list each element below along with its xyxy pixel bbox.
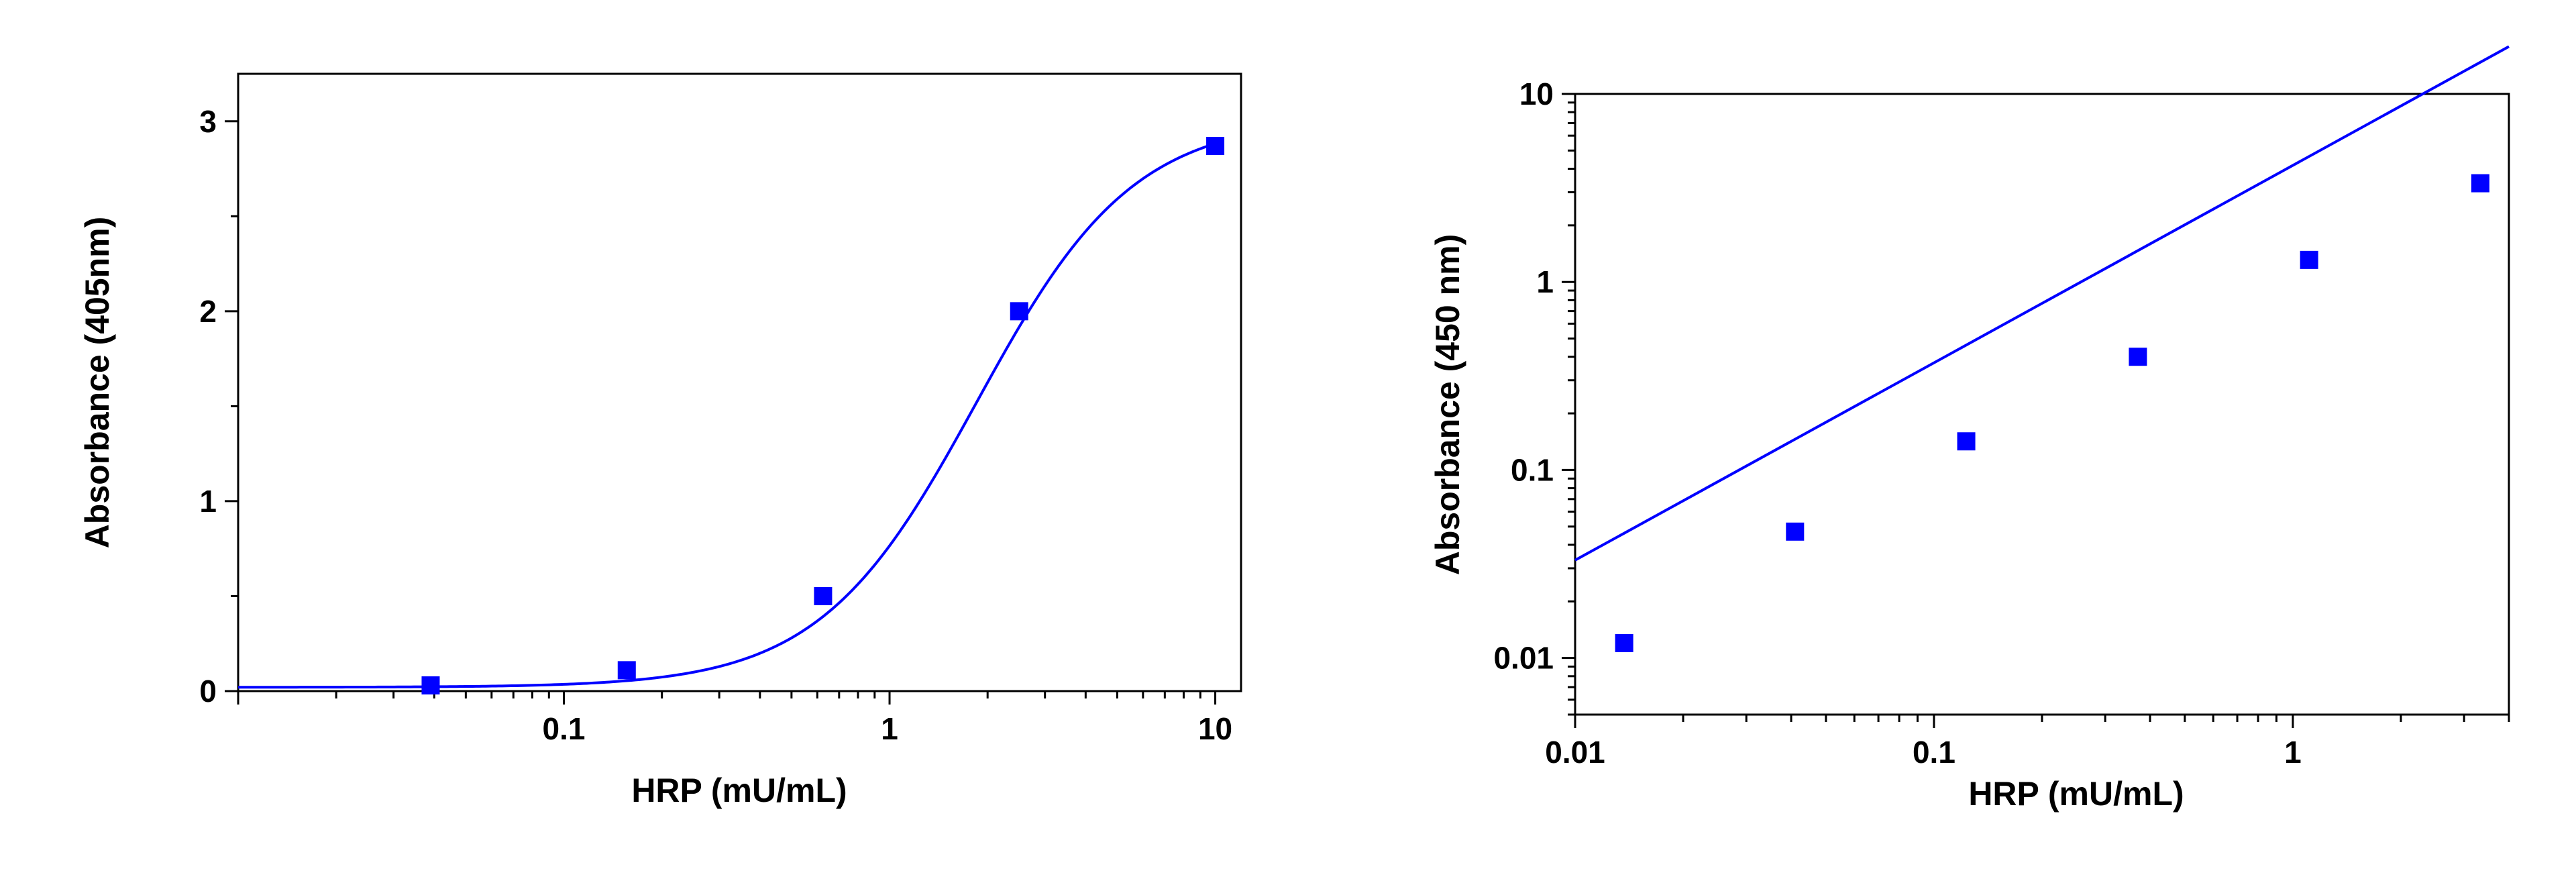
x-tick-label: 10 bbox=[1198, 711, 1232, 746]
data-points bbox=[421, 137, 1225, 695]
chart-left: 0 1 2 3 0.1 1 10 HRP (mU/mL) Absorbance (405n… bbox=[78, 72, 1242, 809]
y-axis: 0 1 2 3 bbox=[199, 104, 238, 709]
data-point bbox=[1010, 302, 1028, 321]
x-axis-title: HRP (mU/mL) bbox=[631, 772, 847, 809]
data-point bbox=[1786, 522, 1805, 541]
x-axis: 0.1 1 10 bbox=[237, 691, 1232, 746]
plot-frame bbox=[1574, 93, 2510, 716]
fit-curve bbox=[237, 142, 1216, 689]
y-axis: 0.01 0.1 1 10 bbox=[1493, 76, 1575, 716]
data-point bbox=[2300, 250, 2318, 269]
chart-right: 0.01 0.1 1 10 0.01 0.1 1 HRP (mU/mL) Absorban… bbox=[1429, 45, 2510, 813]
plot-frame bbox=[237, 72, 1242, 692]
x-axis-title: HRP (mU/mL) bbox=[1968, 775, 2184, 813]
y-tick-label: 0 bbox=[199, 674, 217, 709]
data-point bbox=[2471, 174, 2489, 193]
x-tick-label: 1 bbox=[2284, 735, 2302, 770]
y-tick-label: 0.01 bbox=[1493, 641, 1554, 676]
y-tick-label: 1 bbox=[199, 484, 217, 519]
data-points bbox=[1615, 174, 2489, 652]
data-point bbox=[1957, 432, 1976, 451]
x-tick-label: 0.01 bbox=[1545, 735, 1605, 770]
data-point bbox=[1206, 137, 1225, 156]
x-tick-label: 0.1 bbox=[1913, 735, 1955, 770]
y-axis-title: Absorbance (405nm) bbox=[78, 217, 116, 549]
y-tick-label: 3 bbox=[199, 104, 217, 139]
x-tick-label: 1 bbox=[881, 711, 898, 746]
fit-line bbox=[1574, 45, 2510, 562]
y-tick-label: 2 bbox=[199, 294, 217, 329]
x-tick-label: 0.1 bbox=[543, 711, 586, 746]
y-tick-label: 1 bbox=[1536, 264, 1554, 299]
x-axis: 0.01 0.1 1 bbox=[1545, 715, 2510, 770]
y-axis-title: Absorbance (450 nm) bbox=[1429, 234, 1466, 575]
data-point bbox=[421, 676, 440, 695]
y-tick-label: 0.1 bbox=[1511, 452, 1554, 487]
y-tick-label: 10 bbox=[1519, 76, 1554, 111]
data-point bbox=[2129, 348, 2147, 366]
data-point bbox=[1615, 633, 1633, 652]
data-point bbox=[814, 586, 833, 605]
data-point bbox=[617, 661, 636, 680]
